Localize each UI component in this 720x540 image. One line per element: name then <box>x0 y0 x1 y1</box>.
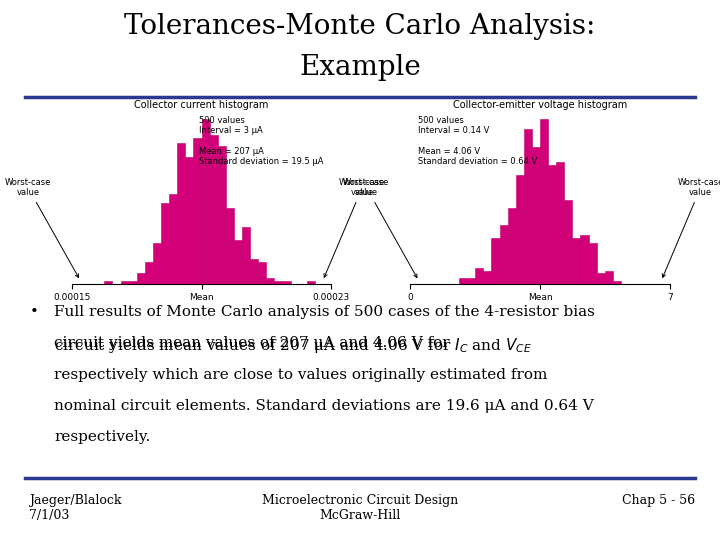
Text: •: • <box>30 305 39 319</box>
Bar <box>129 281 137 284</box>
Bar <box>153 243 161 284</box>
Bar <box>572 238 580 284</box>
Bar <box>516 174 524 284</box>
Text: Microelectronic Circuit Design
McGraw-Hill: Microelectronic Circuit Design McGraw-Hi… <box>262 494 458 522</box>
Text: Chap 5 - 56: Chap 5 - 56 <box>621 494 695 507</box>
Bar <box>145 262 153 284</box>
Bar <box>120 281 129 284</box>
Text: Worst-case
value: Worst-case value <box>662 178 720 278</box>
Bar <box>234 240 242 284</box>
Title: Collector-emitter voltage histogram: Collector-emitter voltage histogram <box>453 100 627 110</box>
Bar <box>185 157 194 284</box>
Text: 500 values
Interval = 3 μA

Mean = 207 μA
Standard deviation = 19.5 μA: 500 values Interval = 3 μA Mean = 207 μA… <box>199 116 323 166</box>
Bar <box>258 262 266 284</box>
Text: Worst-case
value: Worst-case value <box>324 178 385 277</box>
Bar <box>266 278 274 284</box>
Text: Worst-case
value: Worst-case value <box>5 178 78 278</box>
Bar <box>548 165 557 284</box>
Text: Jaeger/Blalock
7/1/03: Jaeger/Blalock 7/1/03 <box>29 494 121 522</box>
Bar <box>580 235 588 284</box>
Bar <box>177 143 185 284</box>
Bar <box>307 281 315 284</box>
Bar <box>217 146 226 284</box>
Bar <box>556 162 564 284</box>
Bar <box>491 238 500 284</box>
Text: respectively which are close to values originally estimated from: respectively which are close to values o… <box>54 368 547 382</box>
Text: circuit yields mean values of 207 μA and 4.06 V for: circuit yields mean values of 207 μA and… <box>54 336 454 350</box>
Bar <box>459 279 467 284</box>
Bar <box>194 138 202 284</box>
Title: Collector current histogram: Collector current histogram <box>135 100 269 110</box>
Text: circuit yields mean values of 207 μA and 4.06 V for $I_C$ and $V_{CE}$: circuit yields mean values of 207 μA and… <box>54 336 532 355</box>
Bar <box>483 271 491 284</box>
Text: respectively.: respectively. <box>54 430 150 444</box>
Bar <box>282 281 291 284</box>
Bar <box>242 227 250 284</box>
Bar <box>104 281 112 284</box>
Text: Worst-case
value: Worst-case value <box>343 178 417 278</box>
Bar <box>613 281 621 284</box>
Bar <box>588 243 597 284</box>
Bar <box>475 268 483 284</box>
Bar <box>251 259 258 284</box>
Bar <box>202 119 210 284</box>
Bar <box>137 273 145 284</box>
Bar <box>500 225 508 284</box>
Bar <box>226 208 234 284</box>
Bar <box>210 135 217 284</box>
Bar <box>467 279 475 284</box>
Bar <box>508 207 516 284</box>
Bar <box>161 202 169 284</box>
Bar <box>523 129 532 284</box>
Text: Full results of Monte Carlo analysis of 500 cases of the 4-resistor bias: Full results of Monte Carlo analysis of … <box>54 305 595 319</box>
Bar <box>169 194 177 284</box>
Bar <box>564 200 572 284</box>
Text: nominal circuit elements. Standard deviations are 19.6 μA and 0.64 V: nominal circuit elements. Standard devia… <box>54 399 594 413</box>
Bar <box>532 147 540 284</box>
Bar <box>605 271 613 284</box>
Bar <box>274 281 282 284</box>
Bar <box>540 119 548 284</box>
Text: Example: Example <box>299 54 421 81</box>
Text: 500 values
Interval = 0.14 V

Mean = 4.06 V
Standard deviation = 0.64 V: 500 values Interval = 0.14 V Mean = 4.06… <box>418 116 537 166</box>
Text: Tolerances-Monte Carlo Analysis:: Tolerances-Monte Carlo Analysis: <box>125 14 595 40</box>
Bar <box>597 273 605 284</box>
